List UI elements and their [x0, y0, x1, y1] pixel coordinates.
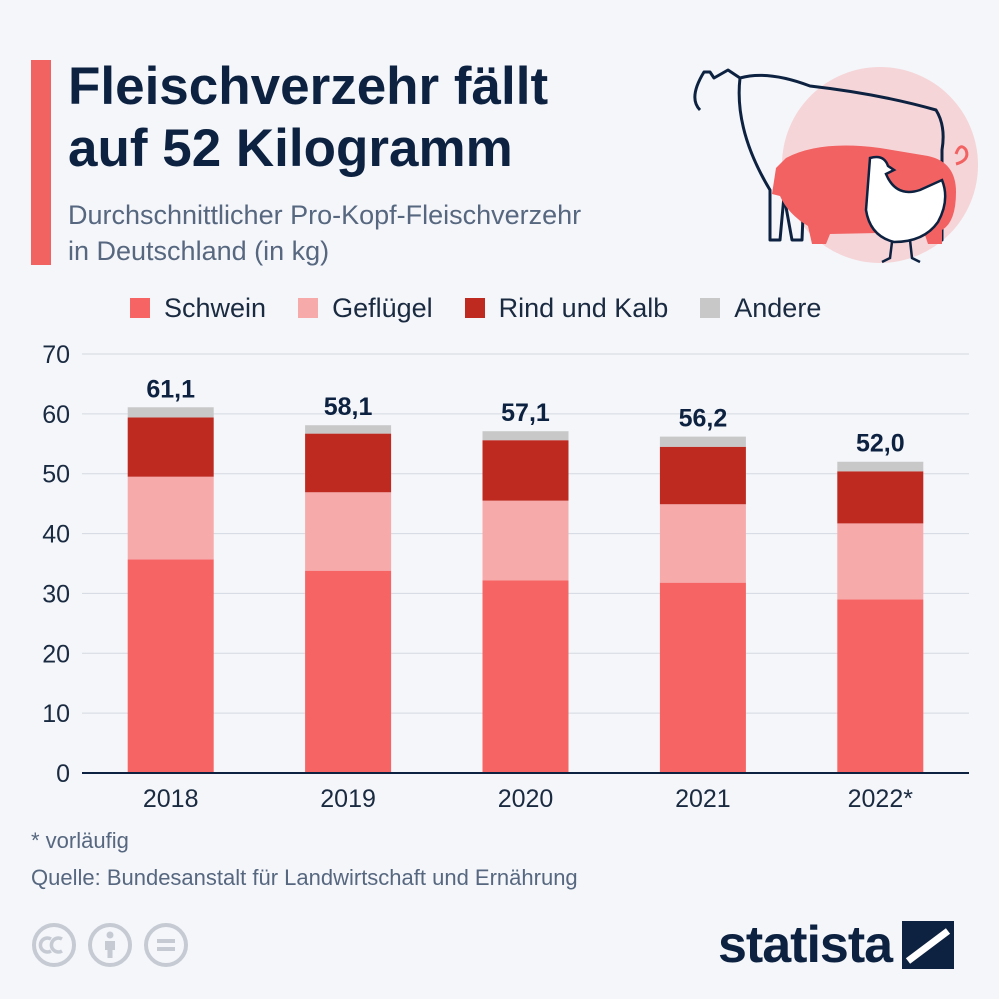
statista-wordmark: statista [718, 916, 893, 974]
bar-segment [659, 436, 746, 447]
subtitle-line-2: in Deutschland (in kg) [68, 236, 330, 266]
subtitle-line-1: Durchschnittlicher Pro-Kopf-Fleischverze… [68, 200, 582, 230]
y-tick-label: 70 [42, 341, 70, 369]
y-tick-label: 60 [42, 401, 70, 429]
bar-segment [127, 559, 214, 773]
bar-segment [305, 433, 392, 493]
bar-segment [127, 476, 214, 560]
y-tick-label: 30 [42, 580, 70, 608]
legend-swatch-rind [464, 298, 485, 318]
bar-segment [305, 425, 392, 434]
total-label: 52,0 [856, 430, 905, 458]
bar-segment [837, 461, 924, 472]
bar-segment [837, 471, 924, 524]
x-tick-label: 2019 [320, 785, 376, 813]
bar-segment [659, 446, 746, 505]
bar-segment [482, 580, 569, 773]
stacked-bar-chart: 0 10 20 30 40 50 60 70 61,1 2018 58,1 2019 57,1 2020 5… [42, 341, 969, 813]
x-tick-label: 2018 [143, 785, 199, 813]
bar-segment [659, 582, 746, 773]
chicken-icon [864, 155, 947, 244]
bar-segment [127, 417, 214, 477]
legend-item-schwein: Schwein [130, 293, 266, 324]
legend-label-rind: Rind und Kalb [498, 292, 669, 323]
creative-commons-icon[interactable] [31, 922, 77, 968]
bar-segment [482, 500, 569, 581]
statista-logo-icon [902, 921, 955, 969]
chart-subtitle: Durchschnittlicher Pro-Kopf-Fleischverze… [68, 197, 748, 269]
y-tick-label: 0 [56, 760, 70, 788]
legend-label-andere: Andere [734, 292, 822, 323]
y-tick-label: 10 [42, 700, 70, 728]
bar-segment [482, 440, 569, 501]
legend-swatch-andere [700, 298, 721, 318]
total-label: 57,1 [501, 399, 550, 427]
statista-logo[interactable]: statista [718, 915, 955, 975]
legend-swatch-schwein [130, 298, 150, 318]
total-label: 61,1 [146, 375, 195, 403]
legend-item-rind: Rind und Kalb [464, 292, 669, 324]
x-tick-label: 2021 [675, 785, 731, 813]
bar-segment [659, 504, 746, 583]
chicken-legs-icon [881, 239, 921, 264]
bar-segment [127, 407, 214, 418]
license-icons [31, 922, 199, 968]
y-tick-label: 40 [42, 521, 70, 549]
total-label: 58,1 [324, 393, 373, 421]
bar-segment [837, 599, 924, 773]
footnote: * vorläufig [31, 828, 129, 853]
chart-title: Fleischverzehr fällt auf 52 Kilogramm [68, 56, 668, 180]
source-note: Quelle: Bundesanstalt für Landwirtschaft… [31, 865, 578, 890]
total-label: 56,2 [679, 405, 728, 433]
bar-segment [482, 431, 569, 441]
attribution-icon[interactable] [87, 922, 133, 968]
title-line-2: auf 52 Kilogramm [68, 119, 513, 178]
bar-segment [305, 492, 392, 571]
accent-bar [31, 60, 51, 265]
x-tick-label: 2020 [498, 785, 554, 813]
legend: Schwein Geflügel Rind und Kalb Andere [130, 291, 853, 325]
legend-label-schwein: Schwein [164, 292, 267, 323]
y-tick-label: 50 [42, 461, 70, 489]
no-derivatives-icon[interactable] [143, 922, 189, 968]
legend-swatch-gefluegel [298, 298, 319, 318]
animals-illustration [693, 67, 978, 264]
bar-segment [305, 570, 392, 773]
x-tick-label: 2022* [848, 785, 914, 813]
title-line-1: Fleischverzehr fällt [68, 57, 549, 116]
legend-item-gefluegel: Geflügel [298, 293, 433, 324]
y-tick-label: 20 [42, 640, 70, 668]
bar-segment [837, 523, 924, 600]
legend-label-gefluegel: Geflügel [332, 292, 433, 323]
legend-item-andere: Andere [700, 293, 821, 324]
pig-tail-icon [954, 145, 969, 166]
